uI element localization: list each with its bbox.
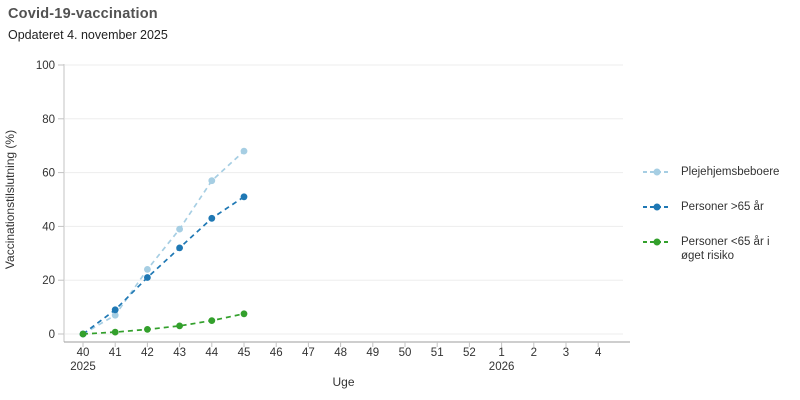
series-line-1 xyxy=(82,196,245,335)
legend-label: Personer <65 år i øget risiko xyxy=(681,236,770,262)
data-point xyxy=(240,193,248,201)
x-tick-label: 3 xyxy=(563,347,569,359)
x-tick-label: 47 xyxy=(302,347,315,359)
data-point xyxy=(176,244,184,252)
dashed-line-dot-icon xyxy=(643,168,671,176)
legend-item-personer-under-65-risiko[interactable]: Personer <65 år i øget risiko xyxy=(642,235,798,263)
update-date-subtitle: Opdateret 4. november 2025 xyxy=(8,28,168,42)
y-axis-title: Vaccinationstilslutning (%) xyxy=(3,130,17,269)
x-tick-label: 42 xyxy=(141,347,154,359)
data-point xyxy=(144,266,151,273)
legend-item-plejehjemsbeboere[interactable]: Plejehjemsbeboere xyxy=(642,165,798,179)
x-tick-label: 40 xyxy=(77,347,90,359)
x-tick-label: 49 xyxy=(366,347,379,359)
x-tick-label: 43 xyxy=(173,347,186,359)
x-tick-label: 50 xyxy=(399,347,412,359)
data-point xyxy=(144,274,151,281)
year-label: 2025 xyxy=(70,361,96,373)
x-tick-label: 2 xyxy=(531,347,537,359)
y-tick-label: 40 xyxy=(42,221,55,233)
series-line-0 xyxy=(82,150,245,335)
dashed-line-dot-icon xyxy=(643,238,671,246)
x-axis-title: Uge xyxy=(332,375,354,389)
legend-item-personer-over-65[interactable]: Personer >65 år xyxy=(642,200,798,214)
y-tick-label: 0 xyxy=(49,329,55,341)
x-tick-label: 45 xyxy=(238,347,251,359)
data-point xyxy=(176,225,184,233)
y-tick-label: 100 xyxy=(36,60,55,72)
legend-label: Personer >65 år xyxy=(681,201,764,213)
x-tick-label: 1 xyxy=(498,347,504,359)
data-point xyxy=(144,326,151,333)
data-point xyxy=(240,310,248,318)
data-point xyxy=(111,328,119,336)
x-tick-label: 4 xyxy=(595,347,602,359)
legend-label: Plejehjemsbeboere xyxy=(681,166,780,178)
data-point xyxy=(208,317,216,324)
x-tick-label: 41 xyxy=(109,347,122,359)
x-tick-label: 48 xyxy=(334,347,347,359)
x-tick-label: 44 xyxy=(205,347,218,359)
y-tick-label: 80 xyxy=(42,114,55,126)
chart-legend: Plejehjemsbeboere Personer >65 år Person… xyxy=(642,165,798,284)
x-tick-label: 52 xyxy=(463,347,476,359)
data-point xyxy=(208,177,216,185)
x-tick-label: 51 xyxy=(431,347,444,359)
page-title: Covid-19-vaccination xyxy=(8,6,158,22)
y-tick-label: 60 xyxy=(42,168,55,180)
data-point xyxy=(240,147,248,155)
data-point xyxy=(208,214,216,222)
series-line-2 xyxy=(82,312,245,335)
data-point xyxy=(111,306,119,314)
year-label: 2026 xyxy=(489,361,515,373)
data-point xyxy=(111,311,119,319)
data-point xyxy=(176,322,184,330)
y-tick-label: 20 xyxy=(42,275,55,287)
dashed-line-dot-icon xyxy=(643,203,671,211)
data-point xyxy=(79,330,87,338)
x-tick-label: 46 xyxy=(270,347,283,359)
